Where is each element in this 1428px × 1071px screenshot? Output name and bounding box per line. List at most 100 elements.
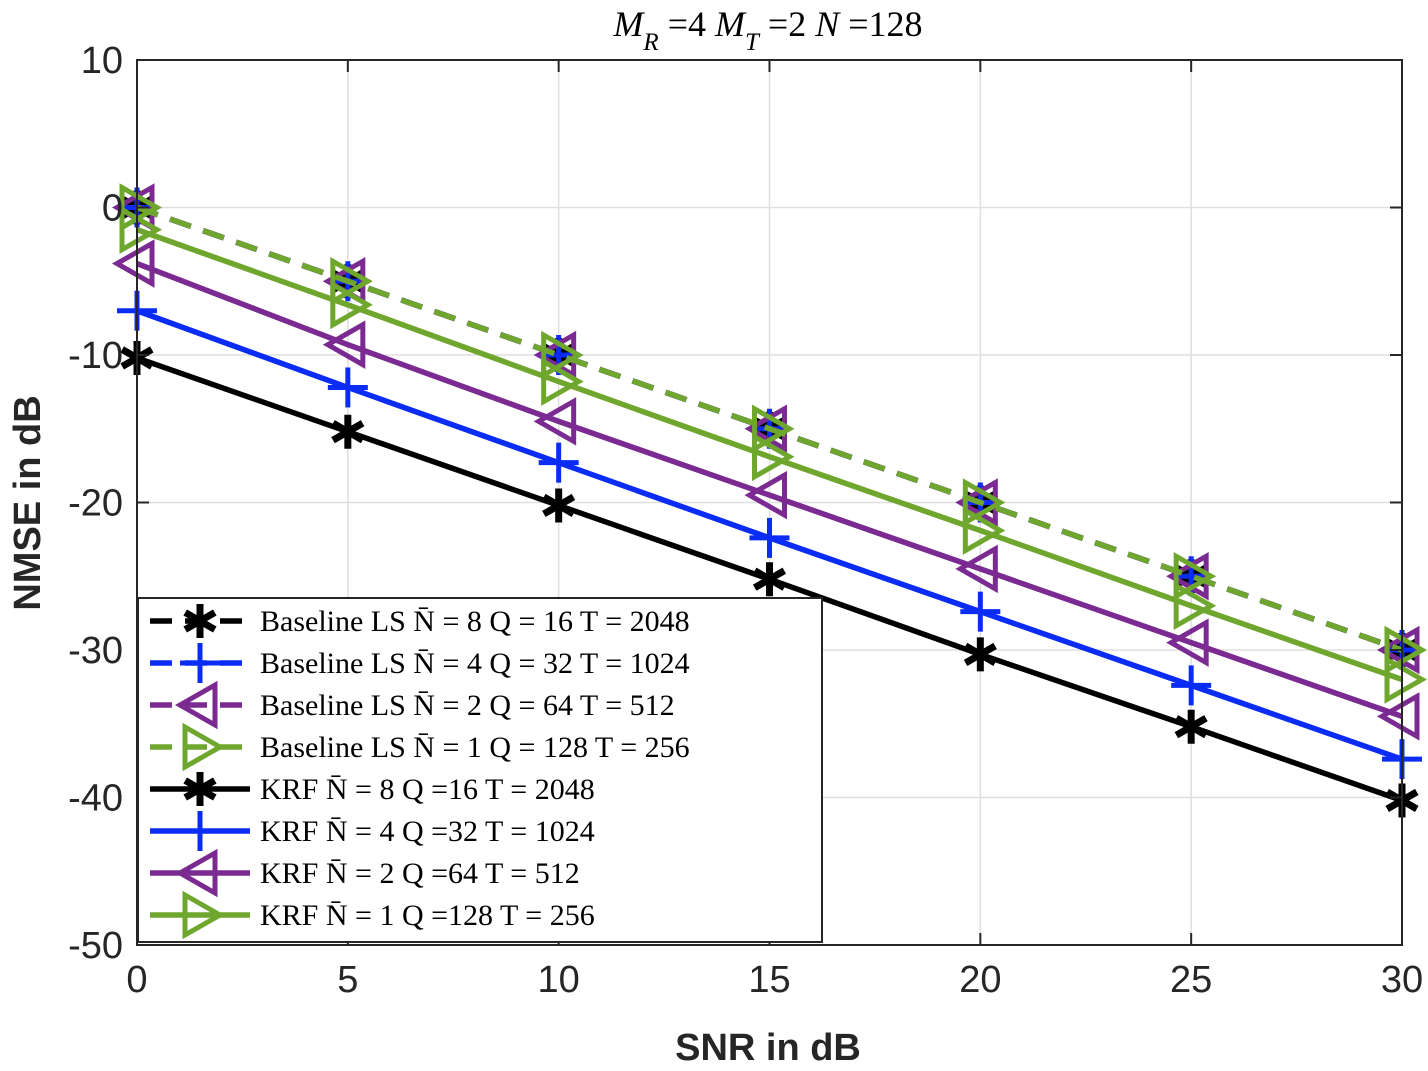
data-point <box>752 404 795 454</box>
legend-marker <box>174 680 218 730</box>
data-point <box>749 517 790 558</box>
legend-label: KRF N̄ = 8 Q =16 T = 2048 <box>260 773 595 806</box>
x-axis-label: SNR in dB <box>675 1027 861 1069</box>
legend-item: Baseline LS N̄ = 1 Q = 128 T = 256 <box>150 722 690 772</box>
legend-box <box>137 597 823 943</box>
legend-item: KRF N̄ = 4 Q =32 T = 1024 <box>150 811 595 851</box>
series-4 <box>119 183 1428 675</box>
triangle-shape <box>962 506 1006 555</box>
y-tick-label: 0 <box>102 188 123 230</box>
legend-marker <box>174 848 218 898</box>
asterisk-stroke <box>542 493 576 517</box>
y-axis-label: NMSE in dB <box>7 395 49 610</box>
legend-label: Baseline LS N̄ = 8 Q = 16 T = 2048 <box>260 605 690 638</box>
data-point <box>963 637 997 672</box>
x-tick-label: 20 <box>959 959 1001 1001</box>
data-point <box>744 470 787 520</box>
data-point <box>1166 618 1209 667</box>
legend-label: KRF N̄ = 1 Q =128 T = 256 <box>260 899 595 932</box>
data-point <box>119 205 163 254</box>
triangle-shape <box>1384 625 1428 675</box>
triangle-shape <box>955 544 998 594</box>
triangle-shape <box>330 256 373 306</box>
data-point <box>1173 551 1217 601</box>
legend-label: Baseline LS N̄ = 4 Q = 32 T = 1024 <box>260 647 690 680</box>
asterisk-stroke <box>963 642 997 666</box>
data-point <box>962 478 1006 527</box>
triangle-shape <box>541 330 584 380</box>
data-point <box>331 414 365 449</box>
legend-item: Baseline LS N̄ = 2 Q = 64 T = 512 <box>150 680 675 730</box>
data-point <box>1171 665 1212 706</box>
triangle-shape <box>962 478 1006 527</box>
data-point <box>752 562 787 597</box>
legend-item: Baseline LS N̄ = 4 Q = 32 T = 1024 <box>150 643 690 683</box>
legend-label: Baseline LS N̄ = 2 Q = 64 T = 512 <box>260 689 675 722</box>
triangle-shape <box>744 470 787 520</box>
x-tick-label: 10 <box>538 959 580 1001</box>
triangle-shape <box>174 848 218 898</box>
triangle-shape <box>752 404 795 454</box>
data-point <box>1174 709 1208 744</box>
legend-marker <box>180 643 220 683</box>
data-point <box>962 506 1006 555</box>
legend-marker <box>183 604 217 638</box>
data-point <box>538 442 579 483</box>
asterisk-stroke <box>183 609 217 633</box>
y-tick-label: 10 <box>81 40 123 82</box>
data-point <box>327 367 368 408</box>
data-point <box>1384 655 1428 704</box>
x-tick-label: 5 <box>337 959 358 1001</box>
x-tick-label: 25 <box>1170 959 1212 1001</box>
data-point <box>330 280 373 330</box>
data-point <box>541 330 584 380</box>
asterisk-stroke <box>331 420 365 444</box>
data-point <box>533 397 577 446</box>
legend-item: Baseline LS N̄ = 8 Q = 16 T = 2048 <box>150 604 690 638</box>
asterisk-stroke <box>1174 715 1208 739</box>
data-point <box>322 320 366 369</box>
triangle-shape <box>182 890 226 940</box>
x-tick-label: 30 <box>1381 959 1423 1001</box>
asterisk-stroke <box>183 777 217 801</box>
y-tick-label: -10 <box>68 335 123 377</box>
triangle-shape <box>182 722 226 772</box>
data-point <box>1376 692 1420 741</box>
series-line <box>136 260 1403 719</box>
triangle-shape <box>119 205 163 254</box>
triangle-shape <box>1166 618 1209 667</box>
legend-label: KRF N̄ = 2 Q =64 T = 512 <box>260 857 580 890</box>
data-point <box>960 591 1001 632</box>
asterisk-stroke <box>752 567 787 591</box>
legend-item: KRF N̄ = 2 Q =64 T = 512 <box>150 848 580 898</box>
data-point <box>955 544 998 594</box>
triangle-shape <box>330 280 373 330</box>
triangle-shape <box>1376 692 1420 741</box>
data-point <box>1173 581 1217 631</box>
legend-item: KRF N̄ = 8 Q =16 T = 2048 <box>150 772 595 806</box>
y-tick-label: -50 <box>68 925 123 967</box>
legend-marker <box>182 890 226 940</box>
data-point <box>541 357 584 406</box>
series-lines <box>111 183 1428 818</box>
triangle-shape <box>533 397 577 446</box>
legend-item: KRF N̄ = 1 Q =128 T = 256 <box>150 890 595 940</box>
legend-marker <box>183 772 217 806</box>
data-point <box>111 239 155 288</box>
series-8 <box>119 205 1428 704</box>
data-point <box>542 488 576 523</box>
triangle-shape <box>752 432 795 482</box>
y-tick-label: -20 <box>68 483 123 525</box>
triangle-shape <box>1173 581 1217 631</box>
legend-marker <box>180 811 220 851</box>
triangle-shape <box>1173 551 1217 601</box>
axes: 0 5 10 15 20 25 30 10 0 -10 -20 -30 -40 -50 <box>68 40 1423 1001</box>
triangle-shape <box>541 357 584 406</box>
y-tick-label: -30 <box>68 630 123 672</box>
series-line <box>136 227 1403 683</box>
data-point <box>330 256 373 306</box>
data-point <box>1384 625 1428 675</box>
triangle-shape <box>111 239 155 288</box>
x-tick-label: 0 <box>126 959 147 1001</box>
